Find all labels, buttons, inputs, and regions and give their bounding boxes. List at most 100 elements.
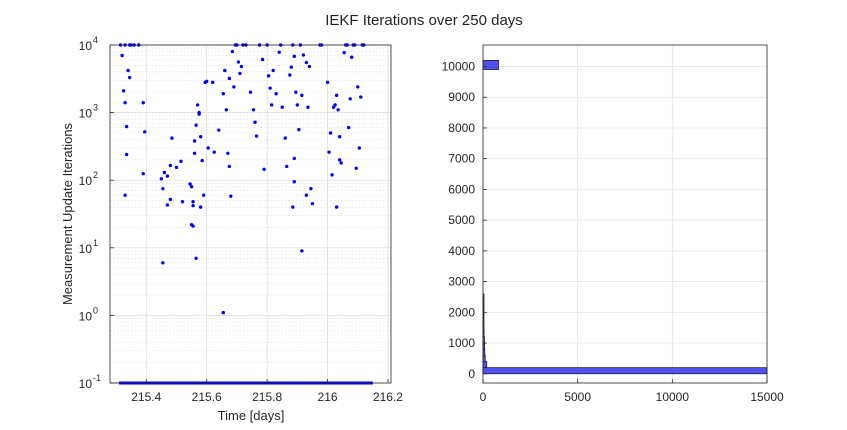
left-data-point	[325, 80, 330, 85]
left-data-point	[198, 135, 203, 139]
left-data-point	[191, 224, 195, 228]
left-data-point	[191, 200, 195, 204]
left-data-point	[248, 90, 253, 94]
left-data-point	[328, 131, 333, 135]
left-data-point	[229, 194, 233, 198]
left-data-point	[141, 101, 145, 105]
left-data-point	[174, 165, 179, 170]
left-data-point	[191, 203, 195, 208]
left-y-tick-label: 10	[79, 174, 93, 188]
left-data-point	[285, 164, 289, 169]
left-data-point	[226, 151, 230, 155]
left-data-point	[127, 75, 132, 80]
left-data-point	[201, 193, 206, 197]
left-data-point	[357, 146, 361, 150]
right-x-ticks: 0 5000 10000 15000	[480, 379, 784, 404]
left-y-tick-label: 10	[79, 39, 93, 53]
right-y-tick-label: 1000	[448, 336, 475, 350]
left-data-point	[143, 130, 147, 134]
left-data-point	[170, 136, 174, 140]
right-y-tick-label: 5000	[448, 213, 475, 227]
left-data-point	[179, 159, 183, 164]
left-data-point	[189, 185, 194, 189]
left-data-point	[346, 125, 351, 130]
left-data-point	[161, 186, 165, 191]
left-data-point	[295, 103, 300, 107]
left-data-point	[294, 90, 298, 94]
left-data-point	[254, 134, 259, 138]
left-y-tick-exponent: 0	[93, 305, 98, 315]
left-data-point	[283, 136, 287, 140]
left-data-point	[277, 50, 281, 54]
right-plot: 0 5000 10000 15000 0 1000 2000 3000 4000 5000 600…	[442, 44, 784, 404]
left-x-tick-label: 215.8	[252, 390, 282, 404]
left-axes-box	[109, 44, 392, 384]
left-data-point	[260, 57, 265, 62]
left-data-point	[269, 103, 274, 107]
left-data-point	[356, 85, 360, 89]
histogram-bar	[482, 60, 499, 70]
left-data-point	[227, 76, 232, 81]
right-y-tick-label: 7000	[448, 152, 475, 166]
left-data-point	[168, 163, 173, 168]
left-data-point	[165, 203, 170, 207]
left-data-point	[337, 135, 342, 139]
left-data-point	[223, 68, 227, 73]
left-data-point	[359, 95, 363, 99]
right-x-tick-label: 15000	[750, 390, 784, 404]
right-y-tick-label: 2000	[448, 305, 475, 319]
left-data-point	[354, 166, 358, 170]
left-data-point	[188, 182, 192, 186]
left-x-tick-label: 216	[318, 390, 338, 404]
left-data-point	[274, 92, 278, 96]
left-data-point	[195, 103, 200, 107]
left-data-point	[348, 97, 352, 101]
left-data-point	[217, 128, 221, 132]
left-data-point	[271, 68, 275, 73]
left-data-point	[239, 64, 244, 69]
left-data-point	[194, 123, 198, 127]
left-data-point	[251, 108, 256, 112]
left-data-point	[162, 170, 167, 175]
histogram-bar	[482, 367, 768, 375]
left-data-point	[121, 89, 126, 93]
right-y-tick-label: 4000	[448, 244, 475, 258]
left-y-tick-label: 10	[79, 242, 93, 256]
left-data-point	[334, 93, 339, 98]
left-data-point	[194, 256, 198, 260]
right-y-tick-label: 6000	[448, 182, 475, 196]
right-y-tick-label: 8000	[448, 121, 475, 135]
left-data-point	[292, 54, 297, 59]
left-data-point	[309, 186, 313, 191]
left-data-point	[268, 86, 272, 90]
left-plot-area	[110, 45, 391, 383]
left-data-point	[334, 205, 339, 209]
left-data-point	[221, 92, 226, 96]
left-y-tick-exponent: 4	[93, 35, 98, 45]
left-data-point	[337, 158, 342, 162]
right-axes-box	[482, 44, 768, 384]
left-data-point	[262, 167, 266, 171]
right-x-tick-label: 5000	[564, 390, 591, 404]
right-plot-area	[483, 45, 767, 383]
right-y-tick-label: 10000	[442, 60, 476, 74]
left-data-point	[212, 150, 216, 154]
left-data-point	[266, 74, 271, 78]
left-y-tick-exponent: -1	[93, 373, 101, 383]
left-y-tick-label: 10	[79, 377, 93, 391]
left-data-point	[168, 197, 173, 202]
left-data-point	[200, 158, 204, 163]
right-x-tick-label: 0	[480, 390, 487, 404]
left-y-tick-exponent: 2	[93, 170, 98, 180]
left-data-point	[192, 139, 197, 143]
right-y-tick-label: 3000	[448, 275, 475, 289]
left-data-point	[292, 156, 297, 161]
left-data-point	[180, 200, 185, 204]
left-data-point	[165, 174, 170, 178]
figure-title: IEKF Iterations over 250 days	[325, 12, 523, 29]
left-data-point	[141, 171, 145, 176]
histogram-bar	[482, 361, 488, 368]
left-data-point	[280, 105, 284, 109]
